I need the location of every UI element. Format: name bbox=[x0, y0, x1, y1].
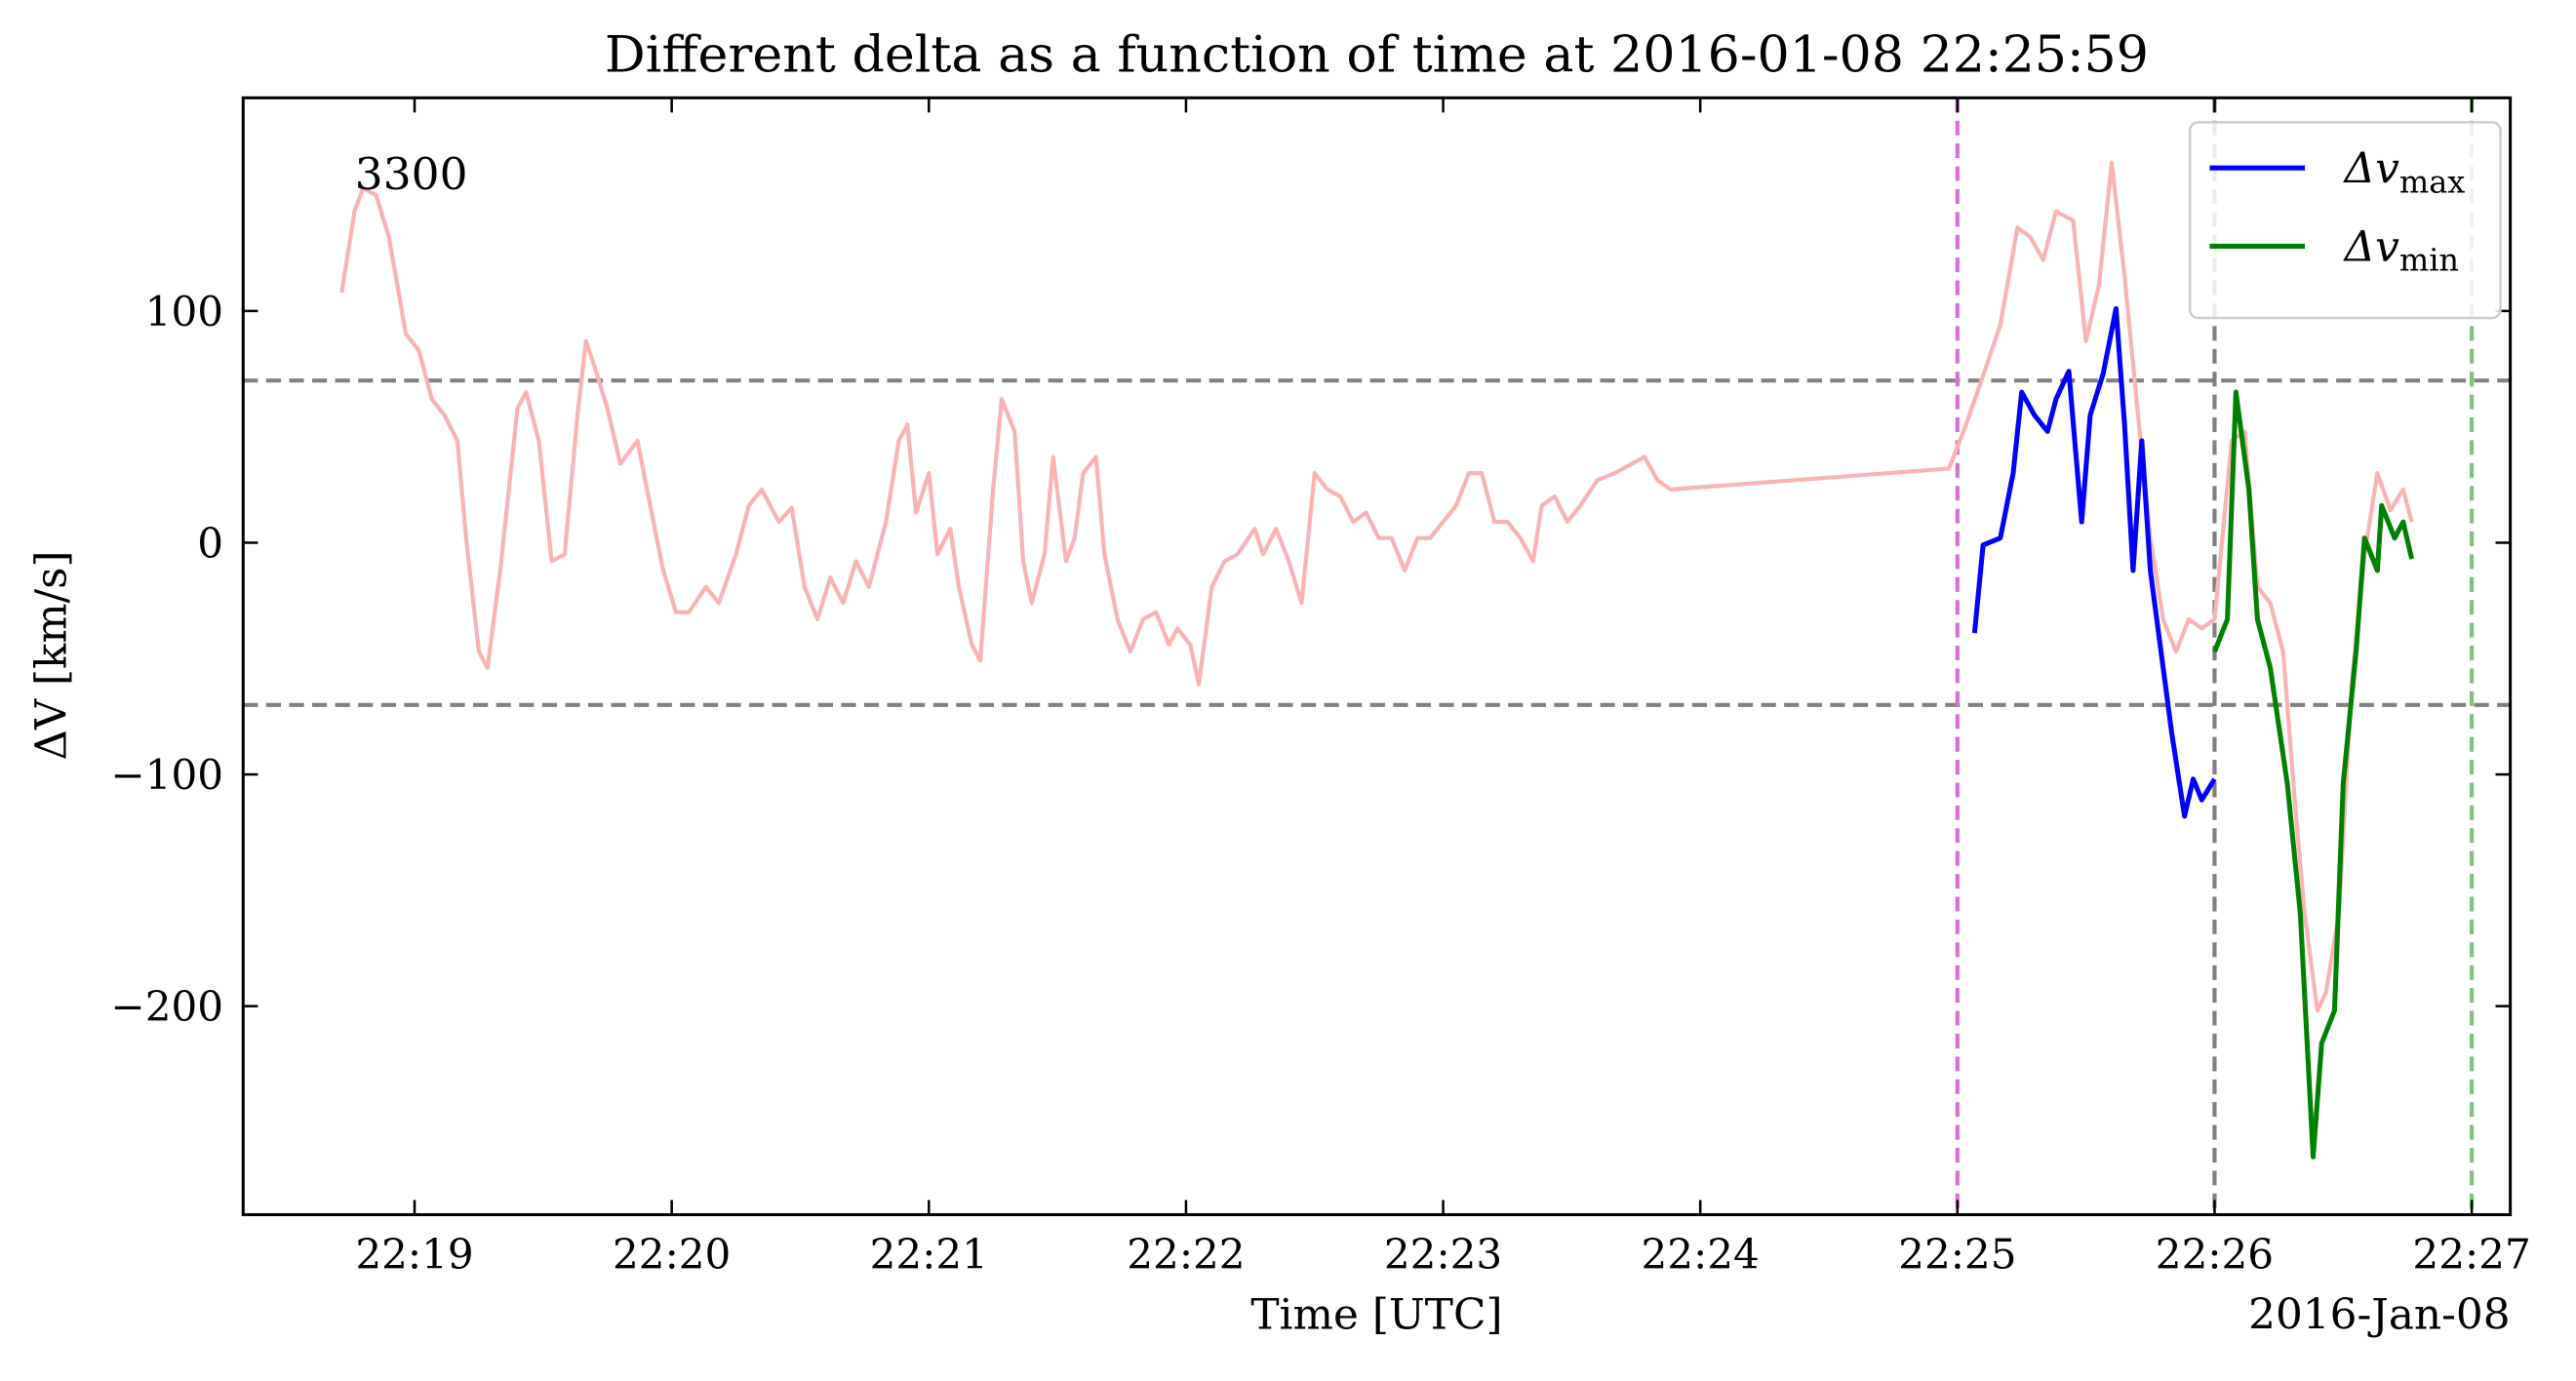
legend-name: Δv bbox=[2343, 144, 2400, 193]
x-axis-label: Time [UTC] bbox=[1250, 1291, 1502, 1340]
axes-frame bbox=[241, 96, 2513, 1216]
data-line bbox=[339, 160, 2414, 1013]
data-line bbox=[1971, 305, 2217, 819]
y-tick-label: 0 bbox=[197, 520, 223, 568]
chart-title: Different delta as a function of time at… bbox=[605, 26, 2149, 85]
y-tick-label: 100 bbox=[145, 288, 223, 335]
y-tick-label: −200 bbox=[110, 983, 223, 1031]
legend-subscript: min bbox=[2399, 242, 2459, 279]
x-tick-label: 22:20 bbox=[613, 1231, 731, 1279]
annotation: 3300 bbox=[355, 148, 468, 200]
legend-label: Δvmax bbox=[2343, 144, 2466, 200]
data-line bbox=[2212, 389, 2415, 1160]
x-tick-label: 22:26 bbox=[2156, 1231, 2274, 1279]
x-tick-label: 22:23 bbox=[1384, 1231, 1502, 1279]
legend-box bbox=[2188, 121, 2502, 320]
x-tick-label: 22:22 bbox=[1127, 1231, 1245, 1279]
x-tick-label: 22:21 bbox=[870, 1231, 988, 1279]
plot-area bbox=[243, 98, 2511, 1215]
y-tick-label: −100 bbox=[110, 751, 223, 799]
y-axis-label: ΔV [km/s] bbox=[27, 551, 76, 761]
x-tick-label: 22:24 bbox=[1642, 1231, 1760, 1279]
x-offset-label: 2016-Jan-08 bbox=[2248, 1291, 2511, 1340]
legend-subscript: max bbox=[2399, 163, 2465, 200]
x-tick-label: 22:25 bbox=[1898, 1231, 2016, 1279]
legend-label: Δvmin bbox=[2343, 223, 2460, 279]
x-tick-label: 22:19 bbox=[355, 1231, 473, 1279]
legend-name: Δv bbox=[2343, 223, 2400, 272]
x-tick-label: 22:27 bbox=[2412, 1231, 2530, 1279]
